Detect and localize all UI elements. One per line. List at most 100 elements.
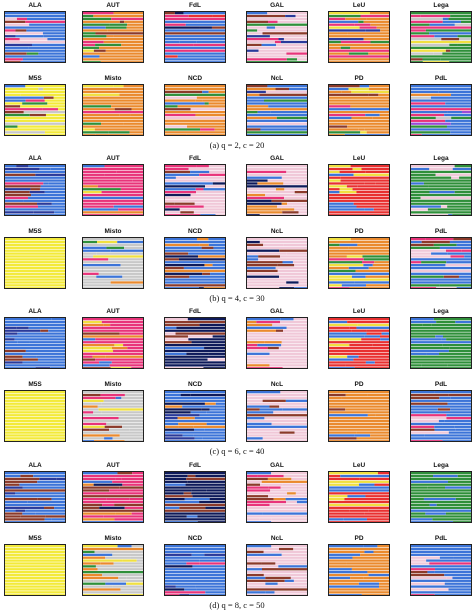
stripe-segment: [454, 165, 471, 168]
stripe-chart: [165, 238, 225, 288]
stripe-segment: [435, 116, 452, 120]
stripe-segment: [5, 284, 65, 287]
stripe-segment: [199, 26, 212, 29]
stripe-segment: [351, 90, 389, 94]
stripe-segment: [208, 352, 225, 355]
stripe-segment: [20, 93, 65, 96]
stripe-segment: [283, 182, 307, 185]
stripe-segment: [411, 205, 441, 208]
stripe-segment: [5, 358, 38, 361]
stripe-segment: [280, 255, 307, 258]
stripe-segment: [411, 486, 428, 489]
stripe-segment: [247, 326, 287, 329]
stripe-segment: [93, 49, 106, 52]
stripe-segment: [186, 515, 198, 518]
stripe-segment: [25, 85, 65, 88]
stripe-segment: [411, 562, 430, 565]
stripe-segment: [199, 252, 225, 255]
stripe-segment: [353, 173, 389, 176]
stripe-segment: [247, 29, 258, 32]
stripe-segment: [352, 188, 389, 191]
stripe-segment: [39, 188, 65, 191]
panel-heatmap: [246, 317, 308, 369]
stripe-segment: [165, 116, 225, 120]
stripe-segment: [5, 199, 24, 202]
stripe-segment: [329, 411, 389, 414]
stripe-segment: [101, 402, 143, 405]
stripe-segment: [452, 576, 471, 580]
stripe-segment: [365, 170, 389, 174]
stripe-segment: [411, 173, 436, 176]
stripe-segment: [329, 102, 389, 105]
stripe-segment: [117, 545, 132, 548]
stripe-segment: [5, 573, 65, 577]
stripe-segment: [451, 176, 460, 179]
stripe-segment: [275, 87, 290, 91]
stripe-segment: [119, 93, 143, 96]
stripe-segment: [102, 503, 115, 507]
stripe-segment: [461, 111, 471, 114]
stripe-segment: [329, 477, 360, 481]
stripe-segment: [247, 205, 278, 208]
stripe-segment: [372, 116, 389, 120]
stripe-segment: [165, 405, 183, 408]
subfigure-caption: (c) q = 6, c = 40: [209, 446, 265, 456]
stripe-segment: [202, 272, 211, 275]
stripe-segment: [287, 202, 307, 205]
stripe-segment: [176, 579, 225, 582]
stripe-segment: [411, 495, 471, 498]
stripe-segment: [375, 182, 389, 185]
stripe-segment: [274, 591, 307, 594]
stripe-segment: [279, 431, 295, 434]
stripe-segment: [5, 240, 65, 244]
stripe-segment: [347, 320, 389, 324]
stripe-chart: [329, 85, 389, 135]
panel-heatmap: [246, 84, 308, 136]
stripe-segment: [247, 472, 272, 475]
stripe-segment: [426, 352, 440, 355]
stripe-segment: [83, 329, 143, 332]
stripe-segment: [293, 579, 307, 582]
stripe-segment: [271, 472, 307, 475]
stripe-segment: [5, 246, 65, 249]
stripe-segment: [425, 512, 446, 515]
stripe-segment: [212, 14, 225, 18]
stripe-segment: [188, 338, 225, 341]
stripe-segment: [212, 335, 225, 338]
stripe-segment: [37, 498, 52, 501]
stripe-segment: [247, 562, 262, 565]
stripe-segment: [83, 498, 107, 501]
stripe-segment: [329, 266, 349, 270]
stripe-segment: [271, 521, 307, 522]
stripe-segment: [196, 96, 225, 99]
stripe-segment: [5, 170, 65, 174]
stripe-segment: [5, 214, 65, 215]
stripe-segment: [421, 240, 450, 244]
stripe-segment: [5, 26, 65, 29]
stripe-segment: [83, 35, 107, 38]
stripe-segment: [176, 326, 225, 329]
stripe-segment: [165, 35, 225, 38]
stripe-segment: [186, 352, 209, 355]
panel-title: Misto: [104, 228, 122, 235]
stripe-segment: [285, 399, 307, 402]
stripe-segment: [165, 399, 199, 402]
stripe-segment: [260, 128, 286, 131]
stripe-segment: [5, 417, 65, 420]
stripe-segment: [165, 565, 193, 568]
stripe-segment: [83, 287, 143, 288]
stripe-segment: [203, 367, 225, 368]
stripe-segment: [263, 243, 284, 247]
stripe-segment: [178, 422, 207, 426]
stripe-segment: [277, 556, 307, 559]
stripe-segment: [247, 408, 260, 411]
stripe-segment: [267, 12, 307, 15]
stripe-segment: [261, 480, 307, 483]
stripe-segment: [247, 585, 307, 588]
stripe-segment: [110, 281, 143, 284]
stripe-segment: [329, 40, 341, 44]
stripe-segment: [180, 486, 225, 489]
stripe-segment: [5, 419, 65, 423]
stripe-segment: [165, 122, 225, 125]
stripe-segment: [165, 93, 225, 96]
